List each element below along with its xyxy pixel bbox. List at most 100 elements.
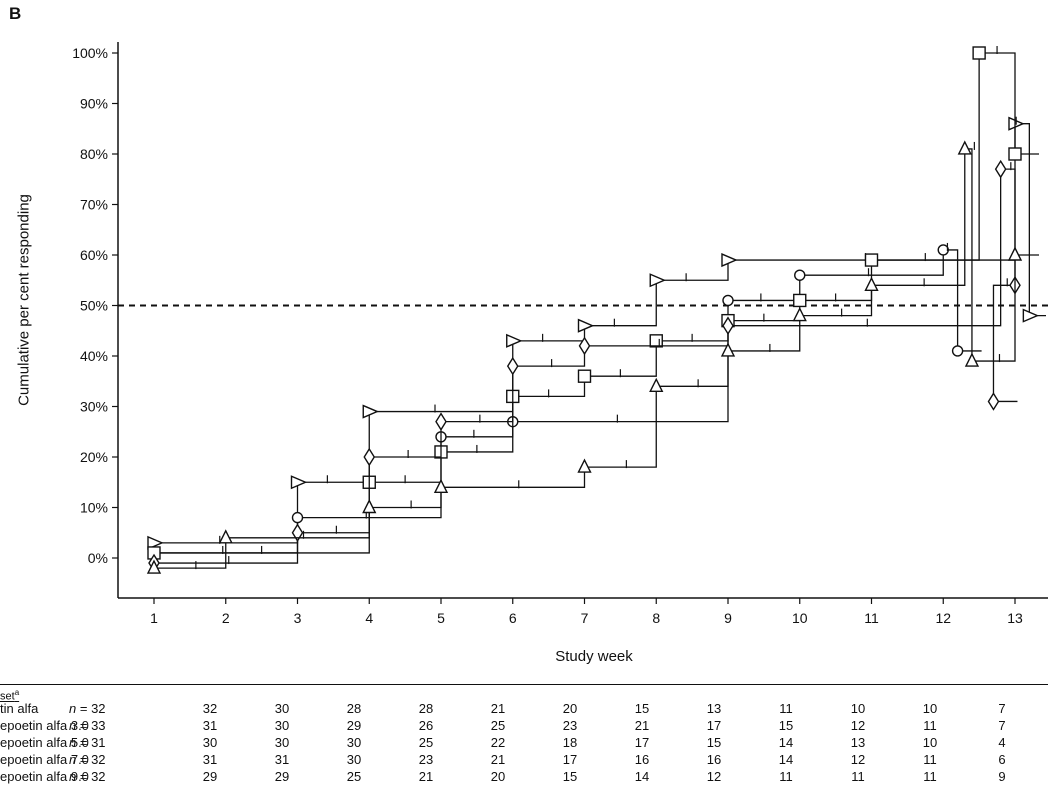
- risk-cell: 30: [274, 718, 290, 733]
- marker-diamond: [987, 392, 1000, 411]
- series-circle-line: [154, 249, 982, 554]
- x-tick-label: 1: [150, 610, 158, 626]
- x-tick-label: 8: [652, 610, 660, 626]
- risk-cell: 11: [779, 701, 793, 716]
- marker-square: [793, 293, 807, 308]
- risk-cell: 28: [418, 701, 434, 716]
- marker-triangle: [649, 377, 664, 392]
- risk-cell: 21: [490, 752, 506, 767]
- risk-cell: 11: [851, 769, 865, 784]
- risk-row-label: tin alfa: [0, 701, 39, 716]
- risk-cell: 4: [998, 735, 1006, 750]
- series-square-line: [154, 52, 1039, 554]
- risk-cell: 11: [923, 752, 937, 767]
- marker-right-triangle: [362, 404, 380, 419]
- marker-triangle: [146, 559, 162, 574]
- marker-square: [972, 46, 986, 60]
- y-tick-label: 40%: [80, 348, 108, 364]
- marker-circle: [291, 511, 304, 524]
- risk-cell: 30: [274, 735, 290, 750]
- risk-cell: 16: [706, 752, 722, 767]
- x-axis-label: Study week: [555, 648, 633, 665]
- risk-row-n: n = 32: [69, 701, 106, 716]
- marker-right-triangle: [721, 252, 738, 268]
- risk-table-row: tin alfa n = 32 32 30 28 28 21 20 15 13 11 10 10 7: [0, 701, 1048, 718]
- risk-cell: 32: [202, 701, 218, 716]
- marker-diamond: [722, 316, 734, 336]
- x-tick-label: 2: [222, 610, 230, 626]
- x-tick-label: 13: [1007, 610, 1023, 626]
- risk-cell: 30: [202, 735, 218, 750]
- risk-cell: 29: [202, 769, 218, 784]
- risk-row-label: epoetin alfa 5.0: [0, 735, 89, 750]
- risk-row-label: epoetin alfa 7.0: [0, 752, 89, 767]
- marker-right-triangle: [577, 318, 595, 333]
- risk-cell: 14: [634, 769, 650, 784]
- risk-cell: 17: [706, 718, 722, 733]
- marker-diamond: [363, 447, 376, 467]
- marker-square: [577, 369, 592, 383]
- marker-right-triangle: [147, 535, 164, 550]
- risk-cell: 20: [562, 701, 578, 716]
- marker-circle: [951, 345, 964, 357]
- marker-square: [649, 334, 663, 348]
- risk-cell: 23: [562, 718, 578, 733]
- risk-cell: 6: [998, 752, 1006, 767]
- risk-cell: 15: [634, 701, 650, 716]
- marker-triangle: [720, 342, 736, 357]
- marker-triangle: [964, 352, 980, 367]
- risk-cell: 30: [346, 735, 362, 750]
- series-right-triangle-line: [154, 123, 1046, 544]
- marker-circle: [794, 269, 806, 281]
- risk-cell: 31: [274, 752, 290, 767]
- x-tick-label: 5: [437, 610, 445, 626]
- risk-cell: 31: [202, 752, 218, 767]
- x-tick-label: 12: [935, 610, 951, 626]
- risk-cell: 28: [346, 701, 362, 716]
- risk-cell: 15: [778, 718, 794, 733]
- x-tick-label: 9: [724, 610, 732, 626]
- y-tick-label: 30%: [80, 399, 108, 415]
- marker-right-triangle: [649, 273, 667, 288]
- risk-row-label: epoetin alfa 3.0: [0, 718, 89, 733]
- marker-diamond: [435, 412, 447, 431]
- y-tick-label: 0%: [88, 550, 108, 566]
- marker-triangle: [864, 276, 879, 291]
- y-tick-label: 100%: [72, 45, 108, 61]
- risk-row-n: n = 32: [69, 752, 106, 767]
- panel-label: B: [9, 4, 22, 23]
- marker-triangle: [792, 307, 807, 322]
- risk-cell: 25: [418, 735, 434, 750]
- marker-triangle: [577, 458, 592, 473]
- risk-cell: 14: [778, 752, 794, 767]
- x-tick-label: 7: [581, 610, 589, 626]
- marker-circle: [937, 244, 949, 256]
- marker-circle: [722, 294, 734, 307]
- risk-cell: 25: [490, 718, 506, 733]
- risk-cell: 29: [274, 769, 290, 784]
- y-tick-label: 90%: [80, 96, 108, 112]
- y-tick-label: 60%: [80, 247, 108, 263]
- risk-cell: 25: [346, 769, 362, 784]
- risk-cell: 30: [346, 752, 362, 767]
- risk-cell: 21: [418, 769, 434, 784]
- risk-cell: 17: [634, 735, 650, 750]
- risk-cell: 10: [922, 735, 938, 750]
- risk-cell: 11: [923, 769, 937, 784]
- risk-cell: 15: [562, 769, 578, 784]
- risk-table-row: epoetin alfa 5.0 n = 31 30 30 30 25 22 18 17 15 14…: [0, 735, 1048, 752]
- risk-cell: 13: [706, 701, 722, 716]
- marker-right-triangle: [290, 475, 308, 490]
- y-tick-label: 50%: [80, 298, 108, 314]
- x-tick-label: 6: [509, 610, 517, 626]
- risk-table: seta tin alfa n = 32 32 30 28 28 21 20 15 13 11 10 1…: [0, 688, 1048, 812]
- series-triangle-line: [154, 148, 1039, 569]
- risk-table-row: epoetin alfa 9.0 n = 32 29 29 25 21 20 15 14 12 11…: [0, 769, 1048, 786]
- marker-triangle: [362, 498, 377, 514]
- risk-table-rule: [0, 684, 1048, 685]
- step-chart: 0%10%20%30%40%50%60%70%80%90%100%1 2 3 4 5 6 7…: [72, 42, 1048, 626]
- risk-cell: 14: [778, 735, 794, 750]
- risk-cell: 16: [634, 752, 650, 767]
- risk-table-header: seta: [0, 688, 20, 703]
- risk-cell: 10: [850, 701, 866, 716]
